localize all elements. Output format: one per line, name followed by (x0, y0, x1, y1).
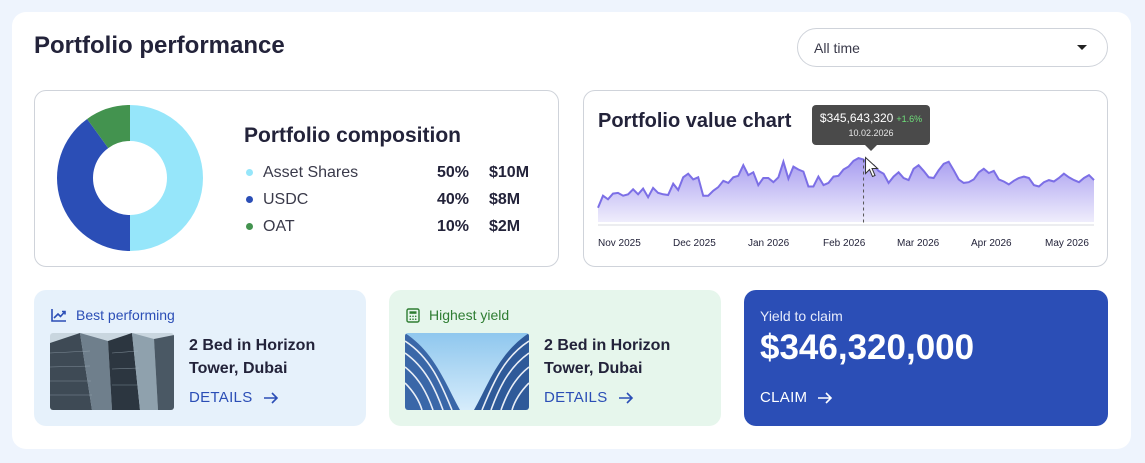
chevron-down-icon (1077, 45, 1087, 50)
composition-legend: Asset Shares 50% $10M USDC 40% $8M OAT 1… (246, 159, 531, 240)
legend-dot (246, 223, 253, 230)
tooltip-change: +1.6% (896, 114, 923, 124)
arrow-right-icon (818, 391, 833, 404)
yield-to-claim-card: Yield to claim $346,320,000 CLAIM (744, 290, 1108, 426)
legend-dot (246, 196, 253, 203)
composition-donut (57, 105, 203, 251)
value-chart[interactable] (584, 91, 1109, 268)
details-label: DETAILS (189, 389, 253, 406)
value-line (597, 157, 1095, 209)
legend-name: Asset Shares (263, 163, 359, 181)
legend-row-asset-shares: Asset Shares 50% $10M (246, 159, 531, 186)
highest-yield-label: Highest yield (429, 307, 510, 323)
chart-tooltip: $345,643,320 +1.6% 10.02.2026 (812, 105, 930, 151)
portfolio-panel: Portfolio performance All time Portfolio… (12, 12, 1131, 449)
donut-slice-oat[interactable] (87, 105, 130, 149)
arrow-right-icon (618, 391, 633, 404)
best-performing-label: Best performing (76, 307, 175, 323)
x-tick-label: Apr 2026 (971, 238, 1012, 249)
details-label: DETAILS (544, 389, 608, 406)
property-image[interactable] (405, 333, 529, 410)
property-image[interactable] (50, 333, 174, 410)
x-tick-label: Feb 2026 (823, 238, 866, 249)
details-link[interactable]: DETAILS (189, 389, 279, 406)
page-title: Portfolio performance (34, 32, 285, 59)
legend-row-usdc: USDC 40% $8M (246, 186, 531, 213)
legend-name: USDC (263, 190, 309, 208)
claim-button[interactable]: CLAIM (760, 389, 833, 406)
time-range-select[interactable]: All time (797, 28, 1108, 67)
legend-amount: $2M (489, 217, 521, 235)
tooltip-date: 10.02.2026 (848, 128, 894, 138)
highest-yield-card: Highest yield 2 Bed in Horizon Tower, Du… (389, 290, 721, 426)
x-tick-label: Nov 2025 (598, 238, 641, 249)
cursor-icon (865, 156, 879, 178)
donut-slice-asset-shares[interactable] (130, 105, 203, 251)
highest-yield-heading: Highest yield (406, 307, 509, 323)
legend-row-oat: OAT 10% $2M (246, 213, 531, 240)
composition-card: Portfolio composition Asset Shares 50% $… (34, 90, 559, 267)
best-performing-heading: Best performing (51, 307, 175, 323)
yield-to-claim-label: Yield to claim (760, 308, 843, 324)
x-tick-label: Mar 2026 (897, 238, 940, 249)
property-name: 2 Bed in Horizon Tower, Dubai (544, 337, 671, 377)
legend-name: OAT (263, 217, 295, 235)
composition-title: Portfolio composition (244, 124, 461, 147)
details-link[interactable]: DETAILS (544, 389, 634, 406)
arrow-right-icon (263, 391, 278, 404)
value-chart-card: Portfolio value chart $345,643,320 +1.6% … (583, 90, 1108, 267)
legend-percent: 50% (437, 163, 470, 181)
x-tick-label: May 2026 (1045, 238, 1089, 249)
value-chart-title: Portfolio value chart (598, 110, 792, 132)
x-tick-label: Dec 2025 (673, 238, 716, 249)
donut-slice-usdc[interactable] (57, 118, 130, 251)
legend-dot (246, 169, 253, 176)
legend-percent: 10% (437, 217, 470, 235)
legend-amount: $8M (489, 190, 521, 208)
x-tick-label: Jan 2026 (748, 238, 790, 249)
best-performing-card: Best performing 2 Bed in Horizon Tower, … (34, 290, 366, 426)
legend-amount: $10M (489, 163, 530, 181)
property-name: 2 Bed in Horizon Tower, Dubai (189, 337, 316, 377)
yield-to-claim-value: $346,320,000 (760, 328, 975, 367)
trending-up-icon (51, 309, 66, 322)
legend-percent: 40% (437, 190, 470, 208)
time-range-value: All time (814, 39, 860, 56)
tooltip-value: $345,643,320 (819, 111, 894, 125)
calculator-icon (406, 307, 420, 323)
claim-label: CLAIM (760, 389, 808, 406)
value-area (598, 158, 1094, 222)
